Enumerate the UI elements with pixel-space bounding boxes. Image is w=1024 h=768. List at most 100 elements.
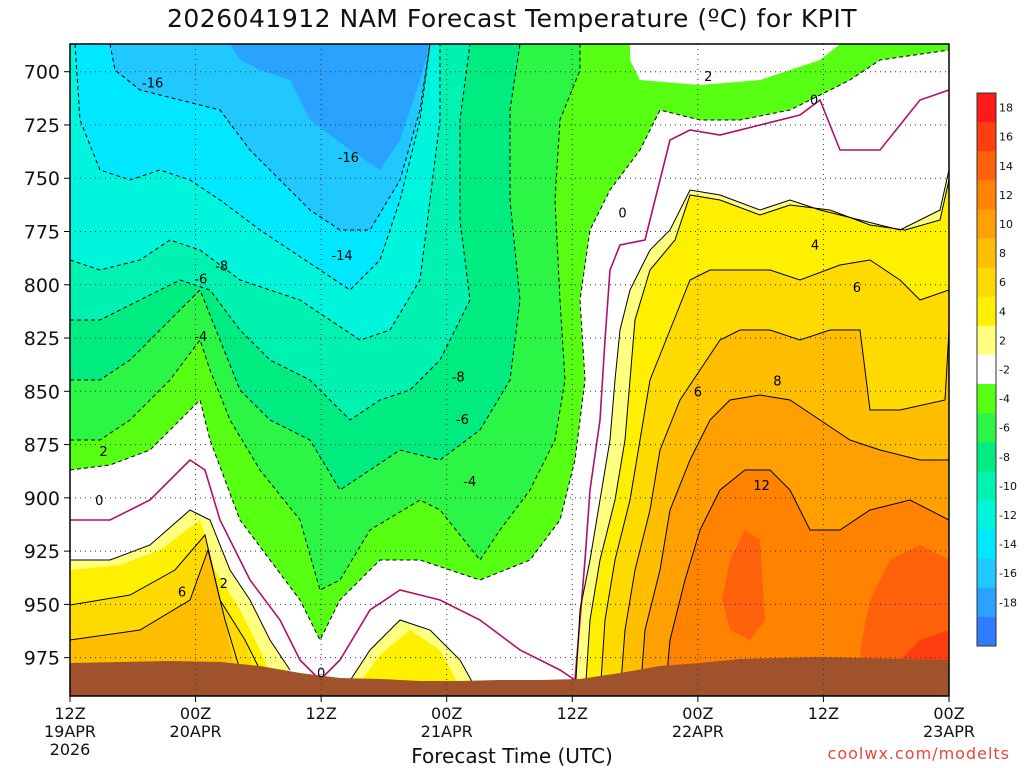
contour-cold-e — [70, 44, 521, 491]
contour-warm-left-b — [70, 533, 261, 671]
contour-label: 6 — [694, 385, 702, 400]
colorbar-swatch — [977, 471, 996, 501]
contour-label: 2 — [704, 70, 712, 85]
colorbar-swatch — [977, 558, 996, 589]
colorbar-frame — [976, 92, 997, 647]
y-tick-label: 875 — [24, 435, 60, 457]
colorbar-label: -2 — [999, 364, 1010, 377]
colorbar-label: 8 — [999, 247, 1006, 260]
colorbar-label: 2 — [999, 334, 1006, 347]
colorbar-label: 14 — [999, 160, 1013, 173]
x-axis-title: Forecast Time (UTC) — [411, 744, 613, 768]
fill-cold-minus18 — [230, 44, 430, 170]
credit-link[interactable]: coolwx.com/modelts — [827, 744, 1010, 763]
contour-label: -16 — [338, 151, 359, 166]
colorbar-label: -8 — [999, 451, 1010, 464]
colorbar-swatch — [977, 151, 996, 181]
fill-warm-left-8 — [70, 550, 240, 696]
colorbar-swatch — [977, 616, 996, 647]
contour-label: 8 — [773, 375, 781, 390]
contour-label: 2 — [220, 577, 228, 592]
y-axis: 700 725 750 775 800 825 850 875 900 925 950 975 — [24, 62, 70, 670]
contour-zero-left — [70, 458, 576, 682]
chart-title: 2026041912 NAM Forecast Temperature (ºC)… — [167, 4, 857, 33]
y-tick-label: 950 — [24, 594, 60, 616]
x-tick-label: 00Z — [431, 704, 462, 723]
y-tick-label: 750 — [24, 168, 60, 190]
colorbar-label: -18 — [999, 596, 1017, 609]
contour-label: -16 — [142, 76, 163, 91]
contour-warm-6 — [599, 259, 949, 696]
x-tick-label: 22APR — [672, 722, 724, 741]
y-tick-label: 925 — [24, 541, 60, 563]
contour-label: -14 — [331, 249, 352, 264]
colorbar-swatch — [977, 325, 996, 356]
colorbar-label: -10 — [999, 480, 1017, 493]
colorbar-swatch — [977, 587, 996, 618]
grid-lines — [70, 44, 949, 696]
y-tick-label: 975 — [24, 648, 60, 670]
contour-warm-10 — [639, 394, 949, 696]
colorbar-swatch — [977, 500, 996, 531]
x-tick-label: 20APR — [170, 722, 222, 741]
plot-frame — [69, 43, 950, 697]
colorbar-label: 16 — [999, 131, 1013, 144]
x-tick-label: 00Z — [682, 704, 713, 723]
colorbar-label: -12 — [999, 509, 1017, 522]
contour-label: 0 — [317, 667, 325, 682]
contour-label: 2 — [99, 445, 107, 460]
x-tick-label: 00Z — [933, 704, 964, 723]
contour-label: 0 — [618, 206, 626, 221]
colorbar-swatch — [977, 180, 996, 210]
x-tick-label: 23APR — [923, 722, 975, 741]
y-tick-label: 775 — [24, 222, 60, 244]
contour-label: -8 — [452, 370, 465, 385]
contour-cold-c — [70, 44, 441, 341]
contour-cold-g — [70, 49, 949, 642]
contour-zero-right — [574, 89, 949, 681]
x-tick-label: 19APR — [44, 722, 96, 741]
contour-warm-4 — [584, 179, 949, 696]
contour-warm-2 — [574, 169, 949, 696]
contour-warm-left-c — [70, 548, 241, 671]
colorbar-label: -16 — [999, 567, 1017, 580]
contour-label: 12 — [753, 479, 770, 494]
colorbar-label: 12 — [999, 189, 1013, 202]
contour-warm-12 — [664, 469, 949, 696]
x-tick-label: 21APR — [421, 722, 473, 741]
colorbar-swatch — [977, 93, 996, 123]
contour-warm-left-a — [70, 509, 291, 671]
colorbar-label: -4 — [999, 393, 1010, 406]
contour-label: 6 — [178, 586, 186, 601]
y-tick-label: 850 — [24, 381, 60, 403]
contour-label: 4 — [811, 238, 819, 253]
x-tick-label: 12Z — [305, 704, 336, 723]
contour-cold-b — [74, 44, 431, 291]
contour-warm-8 — [619, 329, 949, 696]
contour-label: -4 — [463, 475, 476, 490]
contour-label: 0 — [810, 93, 818, 108]
y-tick-label: 700 — [24, 62, 60, 84]
fill-warm-right-14 — [722, 530, 765, 640]
colorbar-label: 18 — [999, 102, 1013, 115]
contour-cold-d — [70, 44, 471, 421]
contour-label: -8 — [215, 260, 228, 275]
contour-lines — [70, 44, 949, 696]
x-tick-label: 00Z — [180, 704, 211, 723]
y-tick-label: 800 — [24, 275, 60, 297]
colorbar-label: -6 — [999, 422, 1010, 435]
contour-cold-a — [109, 44, 431, 231]
y-tick-label: 900 — [24, 488, 60, 510]
colorbar-swatch — [977, 442, 996, 472]
colorbar-swatch — [977, 122, 996, 152]
terrain-ground — [70, 657, 949, 696]
y-tick-label: 725 — [24, 115, 60, 137]
x-tick-label: 12Z — [808, 704, 839, 723]
colorbar-label: 4 — [999, 305, 1006, 318]
x-tick-label: 12Z — [54, 704, 85, 723]
contour-cold-f — [70, 44, 581, 591]
colorbar: 18 16 14 12 10 8 6 4 2 -2 -4 -6 -8 -10 -12 -14 -16 -18 — [976, 92, 1017, 647]
contour-labels: -16 -16 -14 -8 -6 -4 -8 -6 -4 2 0 6 2 0 2 0 0 4 6 8 6 12 — [95, 70, 861, 682]
